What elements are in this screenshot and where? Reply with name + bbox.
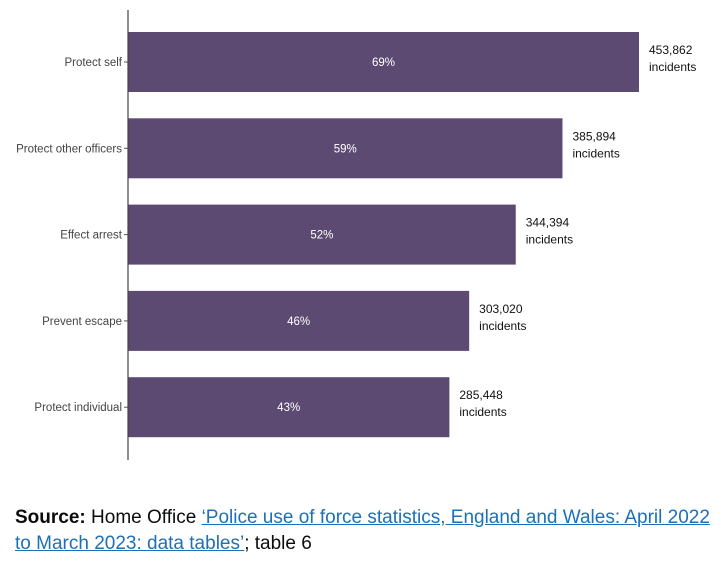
value-label: 385,894 [572,129,616,143]
category-label: Protect other officers [16,143,122,155]
percent-label: 69% [372,57,395,69]
percent-label: 52% [310,230,333,242]
percent-label: 43% [277,402,300,414]
percent-label: 59% [334,143,357,155]
value-unit-label: incidents [479,319,526,333]
bar [128,118,563,179]
source-label: Source: [15,507,86,528]
category-label: Prevent escape [42,316,122,328]
value-label: 285,448 [459,388,503,402]
bar-chart: Protect self 69% 453,862 incidents Protect o… [16,10,696,460]
source-publisher: Home Office [91,507,197,528]
value-unit-label: incidents [459,405,506,419]
bar [128,32,639,92]
value-label: 303,020 [479,302,523,316]
value-unit-label: incidents [526,233,573,247]
bar [128,377,450,438]
percent-label: 46% [287,316,310,328]
value-unit-label: incidents [572,146,619,160]
bar [128,204,516,265]
source-link[interactable]: ‘Police use of force statistics, England… [15,507,710,554]
value-unit-label: incidents [649,60,696,74]
source-note: Source: Home Office ‘Police use of force… [15,505,715,557]
bar [128,290,470,351]
category-label: Protect self [64,57,122,69]
value-label: 344,394 [526,216,570,230]
value-label: 453,862 [649,43,693,57]
category-label: Protect individual [34,402,122,414]
category-label: Effect arrest [60,230,123,242]
source-suffix: ; table 6 [244,533,312,554]
